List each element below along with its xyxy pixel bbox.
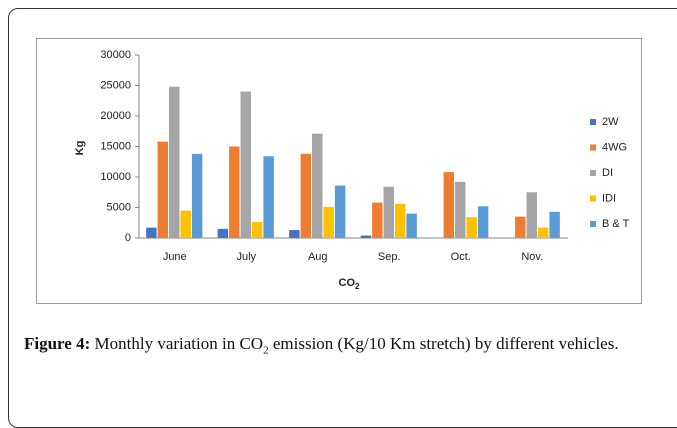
- legend-label: B & T: [602, 218, 630, 230]
- y-tick-label: 20000: [100, 110, 131, 122]
- bar: [526, 192, 537, 238]
- caption: Figure 4: Monthly variation in CO2 emiss…: [24, 330, 674, 364]
- bar: [406, 213, 417, 238]
- bar: [334, 185, 346, 238]
- x-tick-label: Oct.: [451, 251, 471, 263]
- chart-border: [36, 38, 642, 304]
- bar: [549, 211, 560, 238]
- y-tick-label: 15000: [100, 140, 131, 152]
- bar: [312, 133, 323, 238]
- x-axis-label-subscript: 2: [355, 282, 360, 291]
- page: {"chart_data": {"type": "bar", "y_label"…: [8, 8, 677, 428]
- x-tick-label: Sep.: [378, 251, 401, 263]
- x-tick-label: June: [163, 251, 187, 263]
- bar: [466, 217, 477, 238]
- bar: [300, 153, 312, 238]
- y-tick-label: 0: [125, 232, 131, 244]
- bar: [394, 203, 406, 238]
- caption-text: Monthly variation in CO: [94, 334, 264, 353]
- legend-label: DI: [602, 167, 613, 179]
- x-axis-label: CO: [339, 277, 356, 289]
- bar: [477, 206, 489, 238]
- legend-swatch: [590, 221, 596, 227]
- x-tick-label: Aug: [308, 251, 328, 263]
- caption-subscript: 2: [263, 344, 269, 357]
- legend-label: IDI: [602, 192, 616, 204]
- x-tick-label: July: [236, 251, 256, 263]
- y-axis-label: Kg: [74, 141, 86, 156]
- caption-label: Figure 4:: [24, 334, 91, 353]
- y-tick-label: 10000: [100, 171, 131, 183]
- bar: [169, 86, 180, 238]
- bar: [180, 210, 191, 238]
- bar: [515, 216, 526, 238]
- bar: [360, 235, 372, 238]
- y-tick-label: 30000: [100, 49, 131, 61]
- x-tick-label: Nov.: [521, 251, 543, 263]
- legend-swatch: [590, 195, 596, 202]
- y-tick-label: 5000: [107, 201, 131, 213]
- bar: [251, 222, 263, 238]
- bar: [383, 186, 394, 238]
- bar: [537, 227, 549, 238]
- bar: [289, 230, 300, 238]
- bar: [263, 156, 274, 238]
- bar: [455, 181, 466, 238]
- caption-text-end: emission (Kg/10 Km stretch) by different…: [272, 334, 619, 353]
- y-tick-label: 25000: [100, 79, 131, 91]
- bar: [157, 141, 169, 238]
- bar: [240, 91, 251, 238]
- legend-swatch: [590, 170, 596, 176]
- bar: [323, 206, 334, 238]
- bar: [217, 228, 229, 238]
- bar: [146, 227, 157, 238]
- bar: [229, 146, 240, 238]
- legend-label: 2W: [602, 116, 619, 128]
- bar: [372, 202, 383, 238]
- legend-label: 4WG: [602, 141, 627, 153]
- chart: Kg CO 2 0 5000 10000 15000 20000 25000 30000 Ju…: [36, 38, 642, 304]
- legend-swatch: [590, 144, 596, 151]
- legend-swatch: [590, 119, 596, 125]
- bar: [443, 172, 455, 238]
- bar: [191, 153, 203, 238]
